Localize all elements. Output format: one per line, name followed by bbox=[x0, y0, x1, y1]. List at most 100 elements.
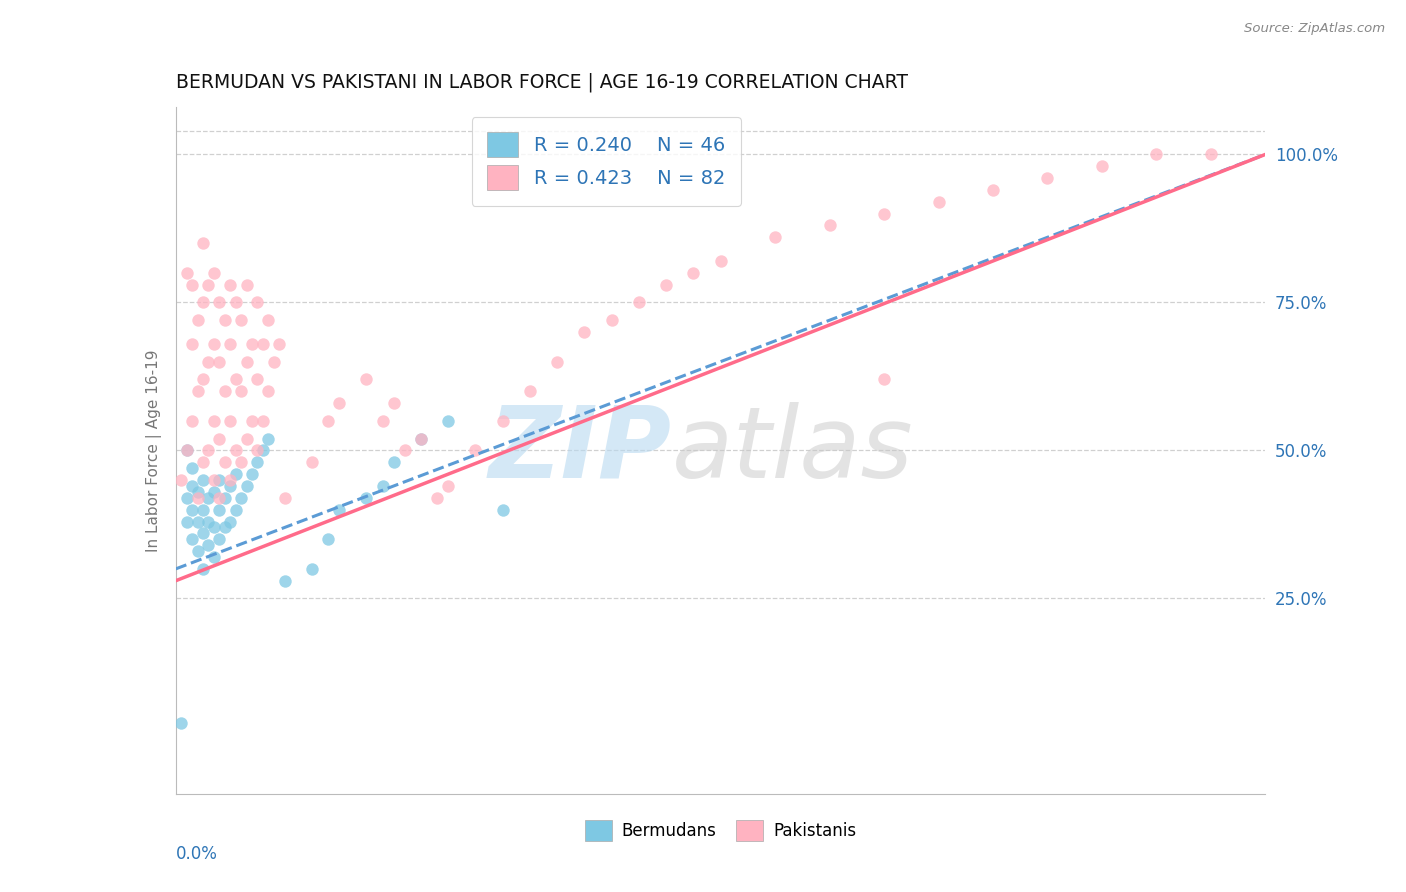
Point bbox=[818, 219, 841, 233]
Point bbox=[464, 443, 486, 458]
Point bbox=[426, 491, 449, 505]
Point bbox=[181, 277, 204, 292]
Point bbox=[873, 372, 896, 386]
Point bbox=[181, 502, 204, 516]
Point bbox=[246, 455, 269, 469]
Point bbox=[219, 337, 242, 351]
Point bbox=[191, 372, 214, 386]
Point bbox=[219, 414, 242, 428]
Point bbox=[492, 414, 515, 428]
Point bbox=[214, 491, 236, 505]
Point bbox=[1199, 147, 1222, 161]
Point bbox=[246, 443, 269, 458]
Point bbox=[219, 479, 242, 493]
Text: 0.0%: 0.0% bbox=[176, 846, 218, 863]
Point bbox=[202, 266, 225, 280]
Point bbox=[371, 479, 394, 493]
Point bbox=[202, 484, 225, 499]
Point bbox=[225, 502, 247, 516]
Point bbox=[409, 432, 432, 446]
Point bbox=[208, 432, 231, 446]
Point bbox=[219, 277, 242, 292]
Point bbox=[627, 295, 650, 310]
Point bbox=[409, 432, 432, 446]
Point bbox=[301, 455, 323, 469]
Point bbox=[231, 313, 253, 327]
Point bbox=[186, 544, 209, 558]
Point bbox=[214, 455, 236, 469]
Point bbox=[235, 354, 257, 368]
Text: BERMUDAN VS PAKISTANI IN LABOR FORCE | AGE 16-19 CORRELATION CHART: BERMUDAN VS PAKISTANI IN LABOR FORCE | A… bbox=[176, 72, 908, 92]
Point bbox=[214, 313, 236, 327]
Point bbox=[328, 396, 350, 410]
Point bbox=[176, 443, 198, 458]
Point bbox=[197, 491, 219, 505]
Point bbox=[181, 337, 204, 351]
Point bbox=[710, 254, 733, 268]
Point bbox=[371, 414, 394, 428]
Point bbox=[202, 473, 225, 487]
Point bbox=[197, 354, 219, 368]
Point bbox=[981, 183, 1004, 197]
Point bbox=[252, 337, 274, 351]
Point bbox=[197, 277, 219, 292]
Point bbox=[257, 432, 280, 446]
Point bbox=[301, 562, 323, 576]
Point bbox=[225, 372, 247, 386]
Point bbox=[356, 491, 378, 505]
Point bbox=[382, 455, 405, 469]
Point bbox=[231, 455, 253, 469]
Point bbox=[186, 313, 209, 327]
Point bbox=[231, 491, 253, 505]
Point bbox=[356, 372, 378, 386]
Point bbox=[181, 533, 204, 547]
Y-axis label: In Labor Force | Age 16-19: In Labor Force | Age 16-19 bbox=[146, 349, 162, 552]
Text: Source: ZipAtlas.com: Source: ZipAtlas.com bbox=[1244, 22, 1385, 36]
Point bbox=[186, 484, 209, 499]
Point bbox=[186, 491, 209, 505]
Point bbox=[208, 502, 231, 516]
Point bbox=[208, 354, 231, 368]
Point bbox=[240, 337, 263, 351]
Point bbox=[328, 502, 350, 516]
Point bbox=[225, 467, 247, 482]
Point bbox=[263, 354, 285, 368]
Point bbox=[1036, 171, 1059, 186]
Point bbox=[176, 266, 198, 280]
Point bbox=[225, 443, 247, 458]
Point bbox=[176, 515, 198, 529]
Point bbox=[269, 337, 291, 351]
Point bbox=[202, 520, 225, 534]
Point bbox=[191, 236, 214, 251]
Point bbox=[437, 479, 460, 493]
Point bbox=[318, 533, 340, 547]
Point bbox=[186, 384, 209, 399]
Point bbox=[252, 414, 274, 428]
Point bbox=[197, 443, 219, 458]
Point bbox=[208, 533, 231, 547]
Point bbox=[231, 384, 253, 399]
Point bbox=[394, 443, 416, 458]
Point bbox=[437, 414, 460, 428]
Point bbox=[191, 562, 214, 576]
Point bbox=[181, 479, 204, 493]
Point bbox=[1144, 147, 1167, 161]
Point bbox=[214, 520, 236, 534]
Point bbox=[219, 515, 242, 529]
Point bbox=[191, 502, 214, 516]
Point bbox=[246, 372, 269, 386]
Point bbox=[240, 467, 263, 482]
Point bbox=[219, 473, 242, 487]
Point bbox=[225, 295, 247, 310]
Point bbox=[202, 414, 225, 428]
Point bbox=[246, 295, 269, 310]
Point bbox=[202, 337, 225, 351]
Point bbox=[191, 295, 214, 310]
Point bbox=[176, 443, 198, 458]
Text: ZIP: ZIP bbox=[488, 402, 672, 499]
Point bbox=[318, 414, 340, 428]
Point bbox=[170, 715, 193, 730]
Point bbox=[240, 414, 263, 428]
Point bbox=[208, 295, 231, 310]
Point bbox=[191, 455, 214, 469]
